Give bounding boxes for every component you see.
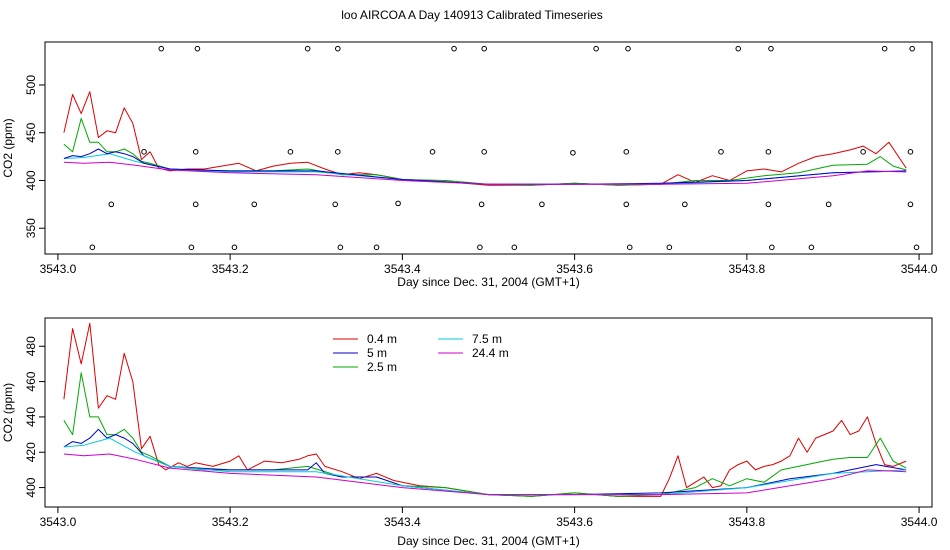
chart0-data-point [765,201,772,208]
chart0-data-point [89,244,96,251]
chart1-x-tick-label: 3543.0 [40,515,77,529]
chart0-data-area [63,45,920,251]
chart0-x-tick-label: 3543.8 [728,262,765,276]
chart0-data-point [666,244,673,251]
chart0-data-point [768,45,774,52]
chart0-data-point [188,244,195,251]
chart0-data-point [735,45,742,52]
legend-label-7-5-m: 7.5 m [472,332,502,346]
chart0-data-point [511,244,518,251]
chart0-data-point [907,149,914,155]
chart0-data-point [481,149,487,155]
chart0-data-point [304,45,311,52]
top-panel-scatter: 3543.0 3543.2 3543.4 3543.6 3543.8 3544.0 350 4… [1,41,938,289]
chart0-data-point [626,244,633,251]
chart0-data-point [913,244,920,251]
chart0-series-0-line [63,91,907,186]
chart0-plot-frame [44,41,933,255]
chart0-data-point [108,201,115,208]
legend-label-5-m: 5 m [367,346,387,360]
legend-label-2-5-m: 2.5 m [367,360,397,374]
chart1-y-tick-label: 420 [24,442,38,462]
chart1-x-tick-label: 3543.2 [212,515,249,529]
chart0-data-point [860,149,866,155]
chart0-data-point [765,149,772,155]
figure-title: loo AIRCOA A Day 140913 Calibrated Times… [341,8,602,22]
chart0-data-point [593,45,599,52]
chart0-series-3-line [63,148,907,185]
chart1-y-axis-label: CO2 (ppm) [1,383,15,442]
chart0-x-tick-label: 3544.0 [901,262,938,276]
chart0-data-point [718,149,724,155]
chart1-legend: 0.4 m5 m2.5 m 7.5 m24.4 m [333,332,509,374]
chart0-x-tick-label: 3543.6 [556,262,593,276]
chart0-x-tick-label: 3543.0 [40,262,77,276]
chart1-plot-frame [44,317,933,508]
chart0-data-point [825,201,832,208]
chart1-series-24-4-m-line [63,453,907,496]
chart0-data-point [251,201,258,208]
chart0-data-point [194,45,201,52]
chart1-series-2-5-m-line [63,372,907,497]
legend-label-24-4-m: 24.4 m [472,346,509,360]
chart0-data-point [451,45,457,52]
chart0-y-tick-label: 350 [24,218,38,238]
chart0-data-point [192,149,199,155]
chart0-data-point [682,201,688,208]
chart1-data-area [63,322,907,497]
chart0-data-point [808,244,815,251]
chart0-data-point [192,201,199,208]
chart0-x-tick-label: 3543.4 [384,262,421,276]
chart1-x-tick-label: 3544.0 [901,515,938,529]
chart0-data-point [334,149,341,155]
chart0-data-point [395,200,401,207]
chart0-data-point [477,244,483,251]
chart1-x-axis-label: Day since Dec. 31, 2004 (GMT+1) [397,534,579,548]
chart0-data-point [481,45,487,52]
chart0-data-point [337,244,344,251]
chart0-y-axis-label: CO2 (ppm) [1,118,15,177]
chart0-data-point [907,201,914,208]
chart0-y-tick-label: 450 [24,122,38,142]
chart1-y-tick-label: 480 [24,336,38,356]
chart0-data-point [909,45,915,52]
chart1-x-tick-label: 3543.8 [728,515,765,529]
chart1-series-7-5-m-line [63,437,907,496]
chart0-data-point [623,149,630,155]
chart0-data-point [373,244,380,251]
chart0-y-tick-label: 400 [24,170,38,190]
chart1-x-tick-label: 3543.4 [384,515,421,529]
chart1-y-tick-label: 440 [24,407,38,427]
chart0-data-point [334,45,341,52]
chart0-data-point [287,149,294,155]
chart0-data-point [158,45,165,52]
bottom-panel-line: 3543.0 3543.2 3543.4 3543.6 3543.8 3544.0 400 4… [1,317,938,548]
chart0-data-point [769,244,775,251]
chart0-x-axis-label: Day since Dec. 31, 2004 (GMT+1) [397,275,579,289]
chart0-data-point [231,244,238,251]
chart0-series-4-line [63,161,907,185]
chart0-data-point [539,201,545,208]
chart0-y-tick-label: 500 [24,75,38,95]
chart0-x-tick-label: 3543.2 [212,262,249,276]
chart1-y-tick-label: 460 [24,371,38,391]
chart0-data-point [881,45,888,52]
chart0-data-point [625,45,631,52]
chart1-x-tick-label: 3543.6 [556,515,593,529]
chart1-y-tick-label: 400 [24,477,38,497]
chart0-data-point [623,201,630,208]
chart0-data-point [429,149,436,155]
chart0-data-point [570,149,576,156]
chart0-data-point [478,201,485,208]
chart0-series-1-line [63,117,907,186]
chart1-series-5-m-line [63,428,907,496]
chart0-data-point [141,149,147,155]
legend-label-0-4-m: 0.4 m [367,332,397,346]
chart0-data-point [332,201,339,208]
